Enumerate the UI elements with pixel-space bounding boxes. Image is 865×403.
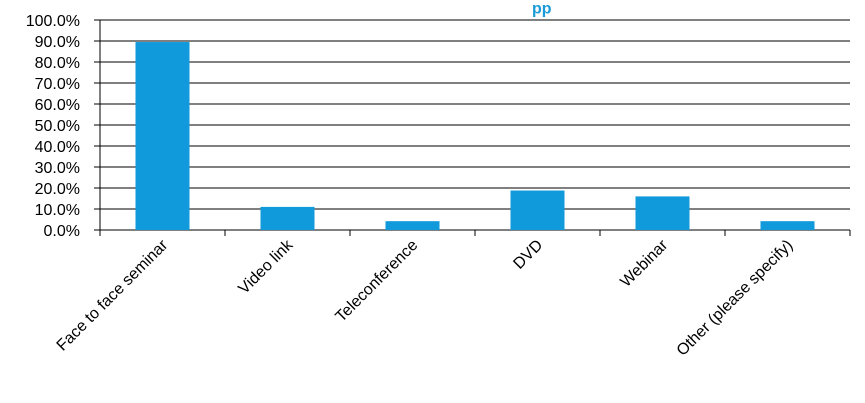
x-tick-label: Teleconference (333, 237, 422, 326)
bar (510, 190, 565, 230)
bar (635, 196, 690, 230)
y-tick-label: 60.0% (35, 97, 80, 114)
bar (135, 42, 190, 230)
gridlines (94, 19, 850, 231)
bar (260, 206, 315, 230)
x-tick-label: DVD (510, 237, 546, 273)
y-tick-label: 0.0% (44, 223, 80, 240)
y-tick-label: 30.0% (35, 160, 80, 177)
x-tick-label: Video link (235, 236, 297, 298)
bar (385, 221, 440, 230)
y-tick-label: 10.0% (35, 202, 80, 219)
y-tick-label: 20.0% (35, 181, 80, 198)
y-tick-label: 50.0% (35, 118, 80, 135)
bar (760, 221, 815, 230)
y-tick-label: 70.0% (35, 76, 80, 93)
x-tick-label: Other (please specify) (674, 237, 797, 360)
y-tick-label: 90.0% (35, 34, 80, 51)
x-axis: Face to face seminar Video link Teleconfer… (54, 230, 851, 360)
bars (135, 42, 815, 230)
x-tick-label: Webinar (617, 236, 671, 290)
y-tick-label: 40.0% (35, 139, 80, 156)
y-axis: 0.0% 10.0% 20.0% 30.0% 40.0% 50.0% 60.0% 70.0% 8… (26, 13, 101, 240)
y-tick-label: 100.0% (26, 13, 80, 30)
x-tick-label: Face to face seminar (54, 236, 172, 354)
chart-title-fragment: pp (532, 0, 552, 17)
y-tick-label: 80.0% (35, 55, 80, 72)
